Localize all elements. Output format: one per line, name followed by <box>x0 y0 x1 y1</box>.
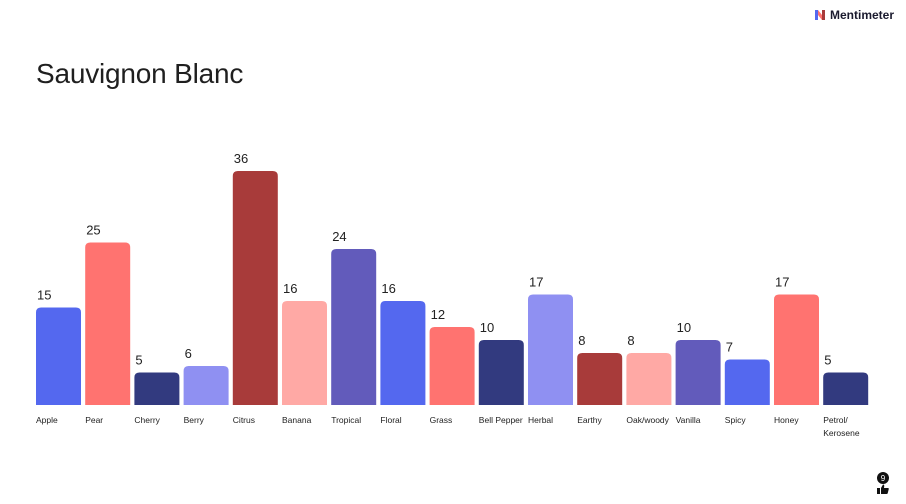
bar-bell-pepper <box>478 340 524 405</box>
bar-oak-woody <box>626 353 672 405</box>
value-label-citrus: 36 <box>234 151 248 166</box>
reactions-widget[interactable]: 9 <box>876 472 890 494</box>
reaction-count-badge: 9 <box>877 472 889 484</box>
bar-berry <box>183 366 229 405</box>
value-label-pear: 25 <box>86 223 100 238</box>
category-label-floral: Floral <box>380 415 401 425</box>
value-label-floral: 16 <box>381 281 395 296</box>
brand-name: Mentimeter <box>829 8 894 22</box>
mentimeter-logo-icon <box>814 10 825 20</box>
bar-pear <box>85 242 131 405</box>
category-label-cherry: Cherry <box>134 415 160 425</box>
category-label-honey: Honey <box>774 415 799 425</box>
slide-title: Sauvignon Blanc <box>36 58 244 89</box>
category-label-vanilla: Vanilla <box>676 415 701 425</box>
value-label-oak-woody: 8 <box>627 333 634 348</box>
value-label-bell-pepper: 10 <box>480 320 494 335</box>
value-label-berry: 6 <box>185 346 192 361</box>
category-label-petrol-kerosene: Petrol/Kerosene <box>823 415 860 438</box>
bar-grass <box>429 327 475 405</box>
bar-apple <box>36 307 81 405</box>
bar-vanilla <box>675 340 721 405</box>
bar-petrol-kerosene <box>823 372 869 405</box>
category-label-bell-pepper: Bell Pepper <box>479 415 523 425</box>
value-label-cherry: 5 <box>135 353 142 368</box>
thumbs-up-icon[interactable] <box>877 484 889 494</box>
category-label-spicy: Spicy <box>725 415 747 425</box>
bar-herbal <box>528 294 573 405</box>
value-label-vanilla: 10 <box>677 320 691 335</box>
bar-floral <box>380 301 426 405</box>
category-label-oak-woody: Oak/woody <box>626 415 669 425</box>
value-label-grass: 12 <box>431 307 445 322</box>
category-label-tropical: Tropical <box>331 415 361 425</box>
bar-cherry <box>134 372 180 405</box>
value-label-spicy: 7 <box>726 340 733 355</box>
category-label-apple: Apple <box>36 415 58 425</box>
category-label-berry: Berry <box>184 415 205 425</box>
bar-citrus <box>232 171 278 405</box>
category-label-herbal: Herbal <box>528 415 553 425</box>
value-label-tropical: 24 <box>332 229 346 244</box>
value-label-banana: 16 <box>283 281 297 296</box>
value-label-earthy: 8 <box>578 333 585 348</box>
value-label-herbal: 17 <box>529 275 543 290</box>
category-label-pear: Pear <box>85 415 103 425</box>
category-label-banana: Banana <box>282 415 312 425</box>
value-label-petrol-kerosene: 5 <box>824 353 831 368</box>
category-label-grass: Grass <box>430 415 453 425</box>
bar-honey <box>774 294 819 405</box>
category-label-earthy: Earthy <box>577 415 602 425</box>
bar-earthy <box>577 353 623 405</box>
bar-banana <box>282 301 327 405</box>
value-label-honey: 17 <box>775 275 789 290</box>
bar-tropical <box>331 249 377 405</box>
category-label-citrus: Citrus <box>233 415 255 425</box>
bar-spicy <box>724 359 770 405</box>
brand-logo: Mentimeter <box>814 8 894 22</box>
value-label-apple: 15 <box>37 288 51 303</box>
